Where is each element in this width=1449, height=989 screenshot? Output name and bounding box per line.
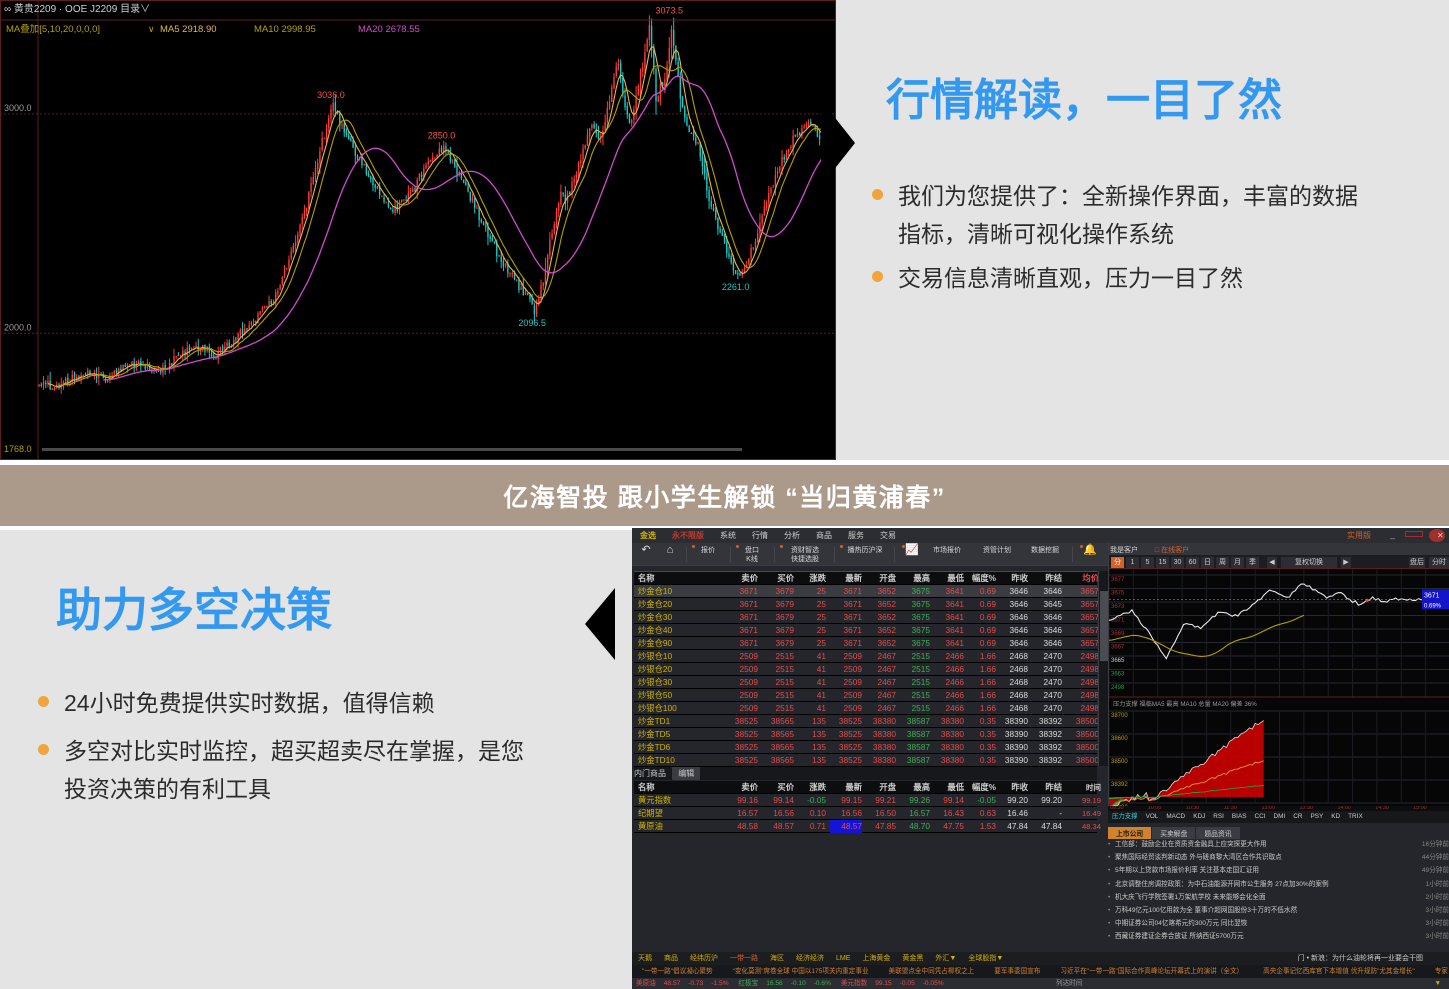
svg-text:3675: 3675: [1111, 591, 1125, 597]
svg-text:压力支撑 福临MA5 最高 MA10 总量 MA20 偏: 压力支撑 福临MA5 最高 MA10 总量 MA20 偏差 36%: [1113, 700, 1257, 708]
svg-text:MA叠加[5,10,20,0,0,0]: MA叠加[5,10,20,0,0,0]: [6, 24, 100, 35]
svg-text:∨: ∨: [148, 24, 155, 34]
svg-text:3663: 3663: [1111, 672, 1125, 678]
svg-text:3677: 3677: [1111, 577, 1125, 583]
svg-text:3667: 3667: [1111, 645, 1125, 651]
svg-text:3671: 3671: [1111, 618, 1125, 624]
svg-text:3665: 3665: [1111, 658, 1125, 664]
svg-text:2850.0: 2850.0: [428, 131, 456, 141]
svg-text:2261.0: 2261.0: [722, 282, 750, 292]
svg-text:3669: 3669: [1111, 631, 1125, 637]
svg-text:38600: 38600: [1111, 736, 1128, 742]
svg-text:38700: 38700: [1111, 713, 1128, 719]
svg-text:∞ 黄贵2209 · OOE J2209 目录∨: ∞ 黄贵2209 · OOE J2209 目录∨: [4, 2, 150, 15]
svg-text:3036.0: 3036.0: [317, 90, 345, 100]
svg-text:1768.0: 1768.0: [4, 444, 32, 454]
svg-text:MA10 2998.95: MA10 2998.95: [254, 24, 316, 35]
svg-text:2498: 2498: [1111, 685, 1125, 691]
svg-text:3671: 3671: [1424, 592, 1440, 599]
svg-text:38392: 38392: [1111, 782, 1128, 788]
svg-text:38500: 38500: [1111, 759, 1128, 765]
svg-text:3673: 3673: [1111, 604, 1125, 610]
svg-text:3073.5: 3073.5: [655, 6, 683, 16]
svg-text:MA5 2918.90: MA5 2918.90: [160, 24, 217, 35]
svg-text:3000.0: 3000.0: [4, 103, 32, 113]
svg-text:0.69%: 0.69%: [1424, 603, 1442, 609]
svg-text:MA20 2678.55: MA20 2678.55: [358, 24, 420, 35]
svg-text:2000.0: 2000.0: [4, 322, 32, 332]
svg-text:2096.5: 2096.5: [518, 318, 546, 328]
